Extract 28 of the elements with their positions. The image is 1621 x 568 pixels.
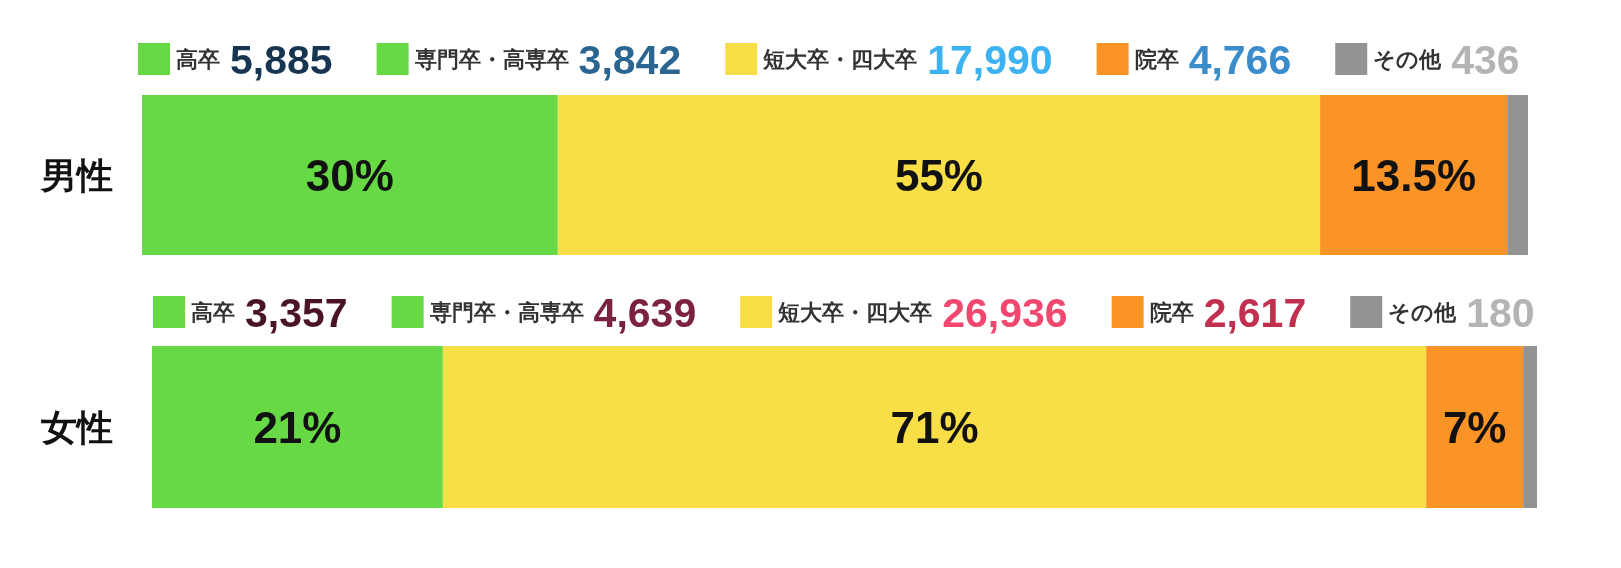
- value-label: 13.5%: [1351, 151, 1477, 200]
- legend-count: 4,639: [593, 290, 697, 336]
- legend-label: 短大卒・四大卒: [778, 300, 933, 325]
- legend-count: 3,357: [245, 290, 348, 336]
- value-label: 7%: [1442, 403, 1507, 452]
- legend-count: 5,885: [230, 37, 333, 83]
- legend-count: 180: [1466, 290, 1535, 336]
- legend-count: 436: [1451, 37, 1520, 83]
- legend-count: 3,842: [578, 37, 682, 83]
- category-label: 女性: [41, 407, 113, 448]
- legend-label: その他: [1373, 47, 1442, 72]
- category-label: 男性: [41, 155, 113, 196]
- legend-label: 高卒: [176, 47, 220, 72]
- legend-label: 高卒: [191, 300, 235, 325]
- legend-count: 26,936: [942, 290, 1068, 336]
- legend-label: 専門卒・高専卒: [414, 47, 569, 72]
- legend-count: 2,617: [1203, 290, 1307, 336]
- legend-count: 17,990: [927, 37, 1053, 83]
- legend-label: 院卒: [1134, 47, 1179, 72]
- value-label: 21%: [253, 403, 342, 452]
- value-label: 71%: [890, 403, 979, 452]
- legend-label: 短大卒・四大卒: [763, 47, 918, 72]
- value-label: 30%: [305, 151, 394, 200]
- legend-count: 4,766: [1188, 37, 1292, 83]
- legend-label: その他: [1388, 300, 1457, 325]
- value-label: 55%: [894, 151, 983, 200]
- legend-label: 院卒: [1149, 300, 1194, 325]
- legend-label: 専門卒・高専卒: [429, 300, 584, 325]
